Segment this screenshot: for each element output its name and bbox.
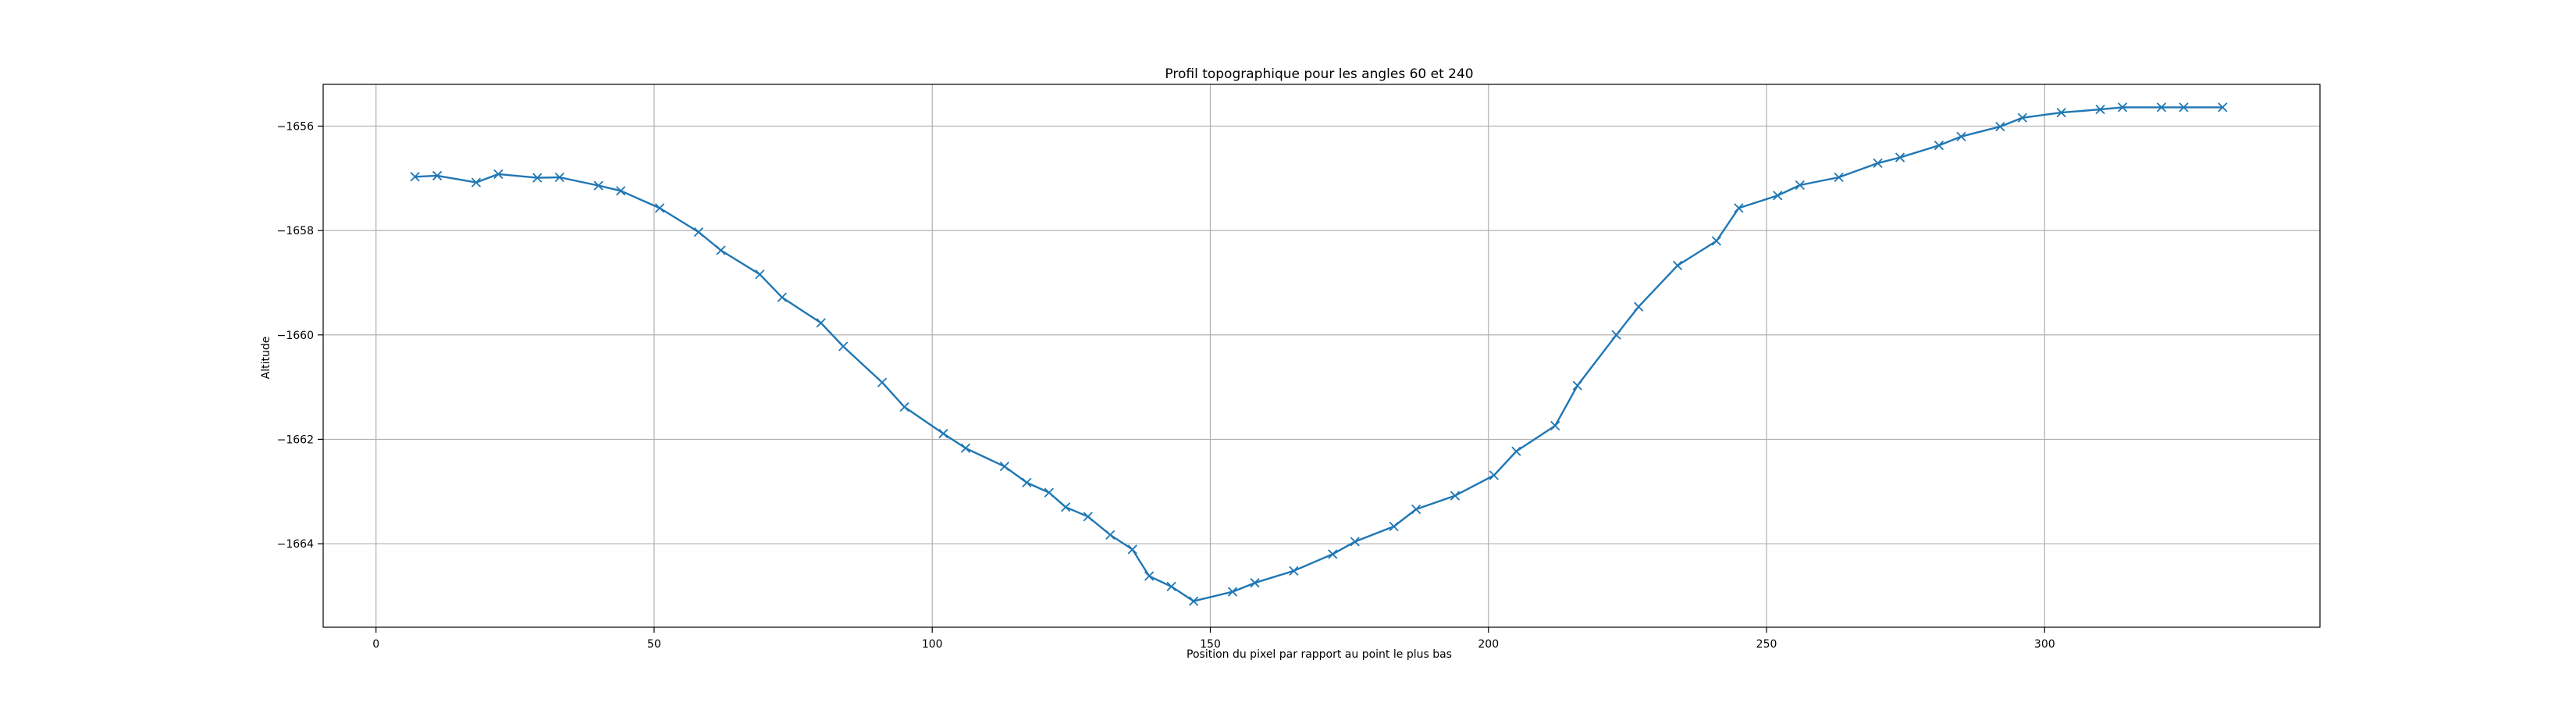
data-point-marker [1188, 596, 1199, 606]
y-axis-ticks: −1664 −1662 −1660 −1658 −1656 [277, 120, 323, 551]
data-point-marker [1061, 502, 1071, 512]
data-point-marker [1834, 172, 1844, 183]
y-tick-label: −1664 [277, 538, 314, 551]
data-point-marker [777, 292, 787, 302]
data-point-marker [1289, 566, 1299, 576]
data-point-marker [1105, 530, 1115, 540]
x-tick-label: 0 [372, 638, 379, 651]
series-layer [410, 102, 2228, 606]
data-point-marker [554, 172, 564, 183]
data-point-marker [2056, 107, 2066, 118]
data-point-marker [960, 443, 971, 453]
data-point-marker [616, 186, 626, 196]
data-point-marker [716, 245, 726, 255]
chart-title: Profil topographique pour les angles 60 … [1165, 66, 1473, 82]
x-tick-label: 150 [1200, 638, 1221, 651]
x-tick-label: 50 [647, 638, 661, 651]
data-point-marker [1083, 512, 1093, 522]
grid-lines [323, 84, 2320, 627]
data-point-marker [1166, 581, 1176, 592]
x-axis-label: Position du pixel par rapport au point l… [1187, 648, 1452, 661]
data-point-marker [838, 341, 849, 352]
data-point-marker [1734, 203, 1744, 213]
data-point-marker [1389, 521, 1399, 532]
y-tick-label: −1662 [277, 434, 314, 446]
data-point-marker [1873, 158, 1883, 169]
data-point-marker [1489, 470, 1500, 480]
y-tick-label: −1658 [277, 225, 314, 237]
data-point-marker [1711, 236, 1722, 246]
data-point-marker [1773, 191, 1783, 201]
y-tick-label: −1656 [277, 120, 314, 133]
data-point-marker [654, 203, 665, 213]
data-point-marker [1895, 152, 1905, 162]
data-point-marker [1044, 487, 1054, 498]
data-point-marker [2117, 102, 2128, 112]
x-tick-label: 100 [922, 638, 943, 651]
x-tick-label: 300 [2034, 638, 2055, 651]
data-point-marker [816, 318, 826, 328]
data-point-marker [1672, 260, 1683, 271]
data-point-marker [755, 269, 765, 280]
data-point-marker [1022, 477, 1032, 488]
data-point-marker [2095, 104, 2105, 115]
data-point-marker [1411, 504, 1421, 515]
data-point-marker [2218, 102, 2228, 112]
x-tick-label: 200 [1478, 638, 1499, 651]
data-point-marker [1956, 131, 1966, 141]
data-point-marker [493, 169, 503, 180]
data-point-marker [1511, 446, 1521, 456]
data-point-marker [593, 180, 603, 191]
plot-area-frame [322, 84, 2321, 628]
data-point-marker [999, 462, 1009, 472]
data-point-marker [1550, 420, 1560, 431]
data-point-marker [1634, 302, 1644, 312]
data-point-marker [1144, 571, 1155, 581]
data-point-marker [2179, 102, 2189, 112]
data-point-marker [693, 227, 704, 237]
data-point-marker [1450, 491, 1461, 501]
y-tick-label: −1660 [277, 330, 314, 342]
data-point-marker [410, 172, 420, 182]
x-tick-label: 250 [1756, 638, 1777, 651]
data-point-marker [471, 177, 482, 187]
y-axis-label: Altitude [260, 337, 272, 380]
data-point-marker [877, 377, 888, 387]
data-point-marker [1995, 121, 2005, 132]
x-axis-ticks: 0 50 100 150 200 250 300 [372, 627, 2055, 651]
data-point-marker [1795, 180, 1805, 191]
data-point-marker [1227, 587, 1238, 597]
data-point-marker [1127, 544, 1137, 555]
data-point-marker [1934, 141, 1944, 151]
data-point-marker [432, 170, 443, 181]
data-point-marker [938, 428, 948, 439]
data-point-marker [532, 173, 543, 183]
data-point-marker [2017, 112, 2027, 123]
data-point-marker [1328, 549, 1338, 559]
data-point-marker [2156, 102, 2167, 112]
data-point-marker [1611, 330, 1621, 340]
data-point-marker [1350, 537, 1360, 547]
data-point-marker [899, 401, 909, 412]
data-point-marker [1572, 380, 1582, 391]
data-point-marker [1250, 578, 1260, 588]
